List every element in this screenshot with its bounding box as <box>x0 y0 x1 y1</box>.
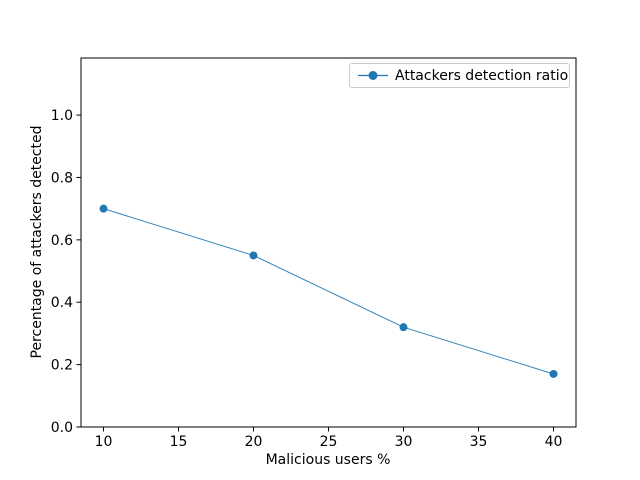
y-tick-label: 0.6 <box>51 233 73 249</box>
data-point-marker <box>399 323 408 332</box>
y-axis-label: Percentage of attackers detected <box>29 125 45 359</box>
y-tick-label: 0.8 <box>51 170 73 186</box>
y-tick-label: 1.0 <box>51 108 73 124</box>
data-point-marker <box>549 369 558 378</box>
x-tick-label: 40 <box>545 434 563 450</box>
data-point-marker <box>249 251 258 260</box>
y-tick-label: 0.0 <box>51 420 73 436</box>
data-point-marker <box>99 204 108 213</box>
data-line <box>103 208 554 375</box>
y-tick-label: 0.2 <box>51 358 73 374</box>
legend: Attackers detection ratio <box>349 63 570 88</box>
y-tick-label: 0.4 <box>51 295 73 311</box>
x-tick-label: 10 <box>95 434 113 450</box>
x-tick-label: 20 <box>245 434 263 450</box>
legend-label: Attackers detection ratio <box>395 67 569 84</box>
x-tick-label: 35 <box>470 434 488 450</box>
legend-line-marker-icon <box>358 71 388 80</box>
x-tick-label: 25 <box>320 434 338 450</box>
x-axis-label: Malicious users % <box>265 452 391 468</box>
x-tick-label: 30 <box>395 434 413 450</box>
legend-marker-icon <box>368 71 378 80</box>
x-tick-label: 15 <box>170 434 188 450</box>
